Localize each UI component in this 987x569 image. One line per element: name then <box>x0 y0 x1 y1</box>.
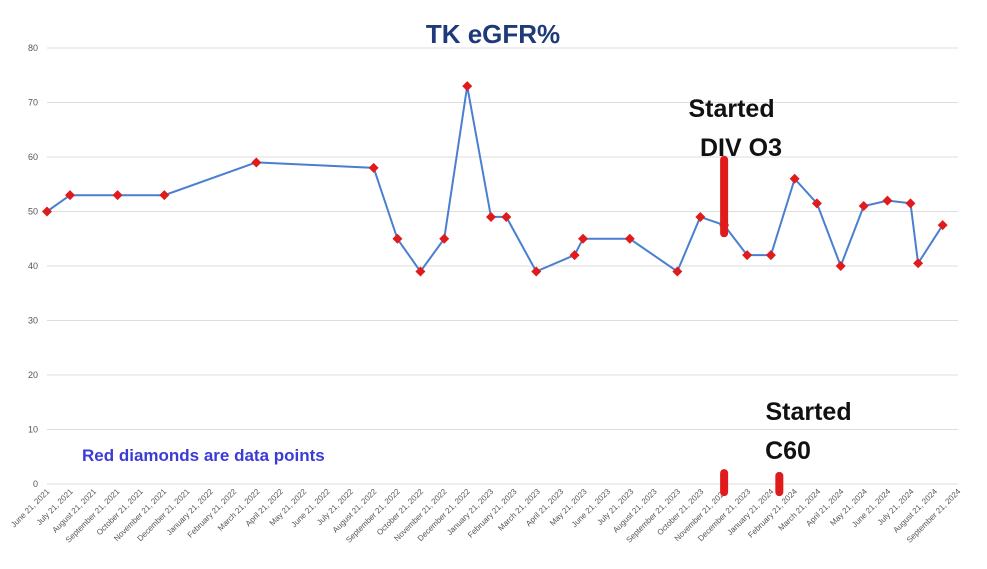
annotation-c60: Started C60 <box>765 398 858 465</box>
y-tick-label: 80 <box>28 43 38 53</box>
data-points-note: Red diamonds are data points <box>82 446 325 465</box>
data-point-marker <box>742 250 753 261</box>
y-tick-label: 50 <box>28 207 38 217</box>
data-point-marker <box>937 220 948 231</box>
data-point-marker <box>672 266 683 277</box>
vertical-markers <box>720 155 784 497</box>
data-point-marker <box>835 261 846 271</box>
data-point-marker <box>65 190 76 201</box>
data-point-marker <box>695 211 706 222</box>
y-tick-label: 20 <box>28 370 38 380</box>
y-tick-label: 40 <box>28 261 38 271</box>
data-point-marker <box>882 195 893 206</box>
data-point-marker <box>485 211 496 222</box>
data-point-marker <box>112 190 123 201</box>
annotation-div-o3-line2: DIV O3 <box>700 134 782 162</box>
data-point-marker <box>569 250 580 261</box>
data-point-marker <box>392 233 403 244</box>
data-point-marker <box>624 233 635 244</box>
annotation-c60-line2: C60 <box>765 437 811 465</box>
data-point-marker <box>913 258 924 269</box>
series-line <box>46 86 944 274</box>
grid-layer <box>47 47 958 485</box>
series-layer <box>42 81 948 277</box>
y-tick-label: 60 <box>28 152 38 162</box>
data-point-marker <box>462 81 473 92</box>
data-point-marker <box>415 266 426 277</box>
y-tick-label: 0 <box>33 479 38 489</box>
annotation-div-o3-line1: Started <box>688 95 774 123</box>
data-point-marker <box>439 233 450 244</box>
text-layer: TK eGFR% Started DIV O3 Started C60 Red … <box>82 19 858 465</box>
y-tick-labels: 0 10 20 30 40 50 60 70 80 <box>28 43 38 489</box>
y-tick-label: 30 <box>28 316 38 326</box>
data-point-marker <box>858 201 869 212</box>
annotation-div-o3: Started DIV O3 <box>688 95 782 162</box>
chart-title: TK eGFR% <box>426 19 560 49</box>
y-tick-label: 70 <box>28 98 38 108</box>
data-point-marker <box>765 250 776 261</box>
data-point-marker <box>905 198 916 209</box>
data-point-marker <box>251 157 262 168</box>
data-point-marker <box>578 233 589 244</box>
data-point-marker <box>501 211 512 222</box>
y-tick-label: 10 <box>28 425 38 435</box>
x-tick-label: June 21, 2021 <box>9 487 52 530</box>
data-point-marker <box>789 173 800 184</box>
annotation-c60-line1: Started <box>765 398 851 426</box>
data-point-marker <box>159 190 170 201</box>
data-point-marker <box>368 162 379 173</box>
data-point-marker <box>531 266 542 277</box>
data-point-marker <box>42 206 52 217</box>
data-point-marker <box>811 198 822 209</box>
